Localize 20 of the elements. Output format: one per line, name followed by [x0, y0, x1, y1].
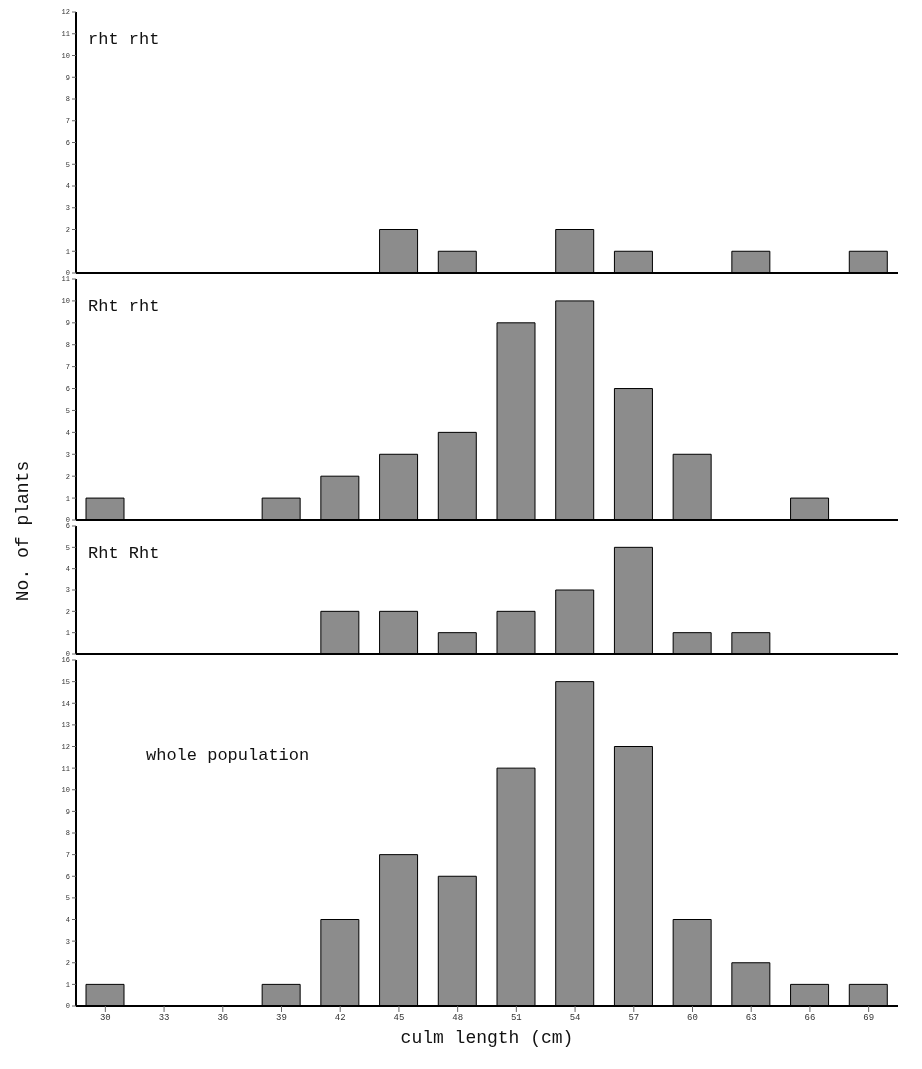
text: Rht Rht: [88, 544, 160, 563]
text: whole population: [146, 746, 310, 765]
x-tick-label: 51: [510, 1013, 522, 1024]
x-tick-label: 45: [393, 1013, 405, 1024]
x-tick-label: 54: [569, 1013, 581, 1024]
x-axis-title: culm length (cm): [399, 1028, 575, 1048]
x-tick-label: 33: [158, 1013, 170, 1024]
x-tick-label: 57: [628, 1013, 640, 1024]
x-tick-label: 66: [804, 1013, 816, 1024]
x-tick-label: 60: [687, 1013, 698, 1024]
x-tick-label: 36: [217, 1013, 229, 1024]
y-axis-title: No. of plants: [13, 460, 33, 602]
x-tick-label: 63: [745, 1013, 757, 1024]
x-tick-label: 42: [334, 1013, 346, 1024]
x-tick-label: 39: [276, 1013, 287, 1024]
text: Rht rht: [88, 297, 160, 316]
x-tick-label: 30: [99, 1013, 111, 1024]
x-tick-label: 48: [452, 1013, 464, 1024]
text: rht rht: [88, 30, 160, 49]
x-tick-label: 69: [863, 1013, 875, 1024]
